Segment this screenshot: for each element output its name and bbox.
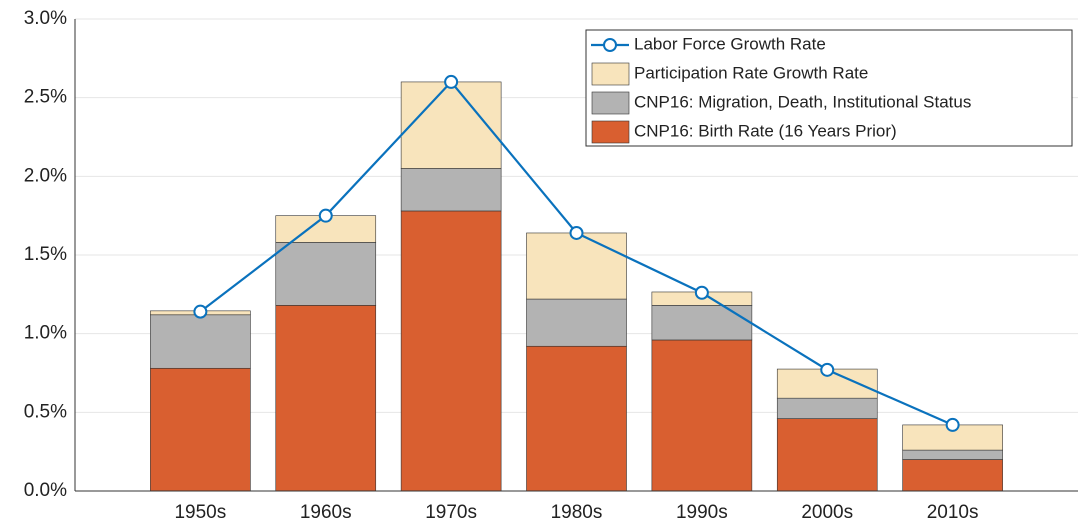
legend-label: CNP16: Birth Rate (16 Years Prior) (634, 121, 897, 140)
line-marker (444, 74, 459, 89)
bar-segment (150, 314, 251, 369)
line-marker (694, 285, 709, 300)
bar-segment (400, 210, 502, 492)
bar-segment (776, 418, 878, 492)
bar-segment (902, 424, 1003, 451)
bar-segment (526, 345, 627, 492)
bar-segment (776, 397, 878, 419)
line-marker (318, 208, 333, 223)
bar-segment (400, 81, 502, 169)
legend-swatch (591, 62, 630, 86)
line-marker (820, 362, 835, 377)
y-tick-label: 1.0% (24, 323, 67, 344)
line-marker (193, 304, 208, 319)
bar-segment (902, 449, 1003, 460)
legend-label: CNP16: Migration, Death, Institutional S… (634, 92, 971, 111)
bar-segment (275, 242, 377, 306)
y-tick-label: 3.0% (24, 8, 67, 29)
x-tick-label: 1990s (676, 502, 728, 523)
y-tick-label: 2.5% (24, 87, 67, 108)
x-tick-label: 1960s (300, 502, 352, 523)
legend-swatch (591, 120, 630, 144)
legend-marker (603, 38, 617, 52)
x-tick-label: 1950s (174, 502, 226, 523)
x-tick-label: 2000s (801, 502, 853, 523)
y-tick-label: 0.5% (24, 401, 67, 422)
y-tick-label: 0.0% (24, 480, 67, 501)
line-marker (945, 417, 960, 432)
y-tick-label: 2.0% (24, 165, 67, 186)
bar-segment (400, 168, 502, 212)
bar-segment (150, 367, 251, 492)
x-tick-label: 1970s (425, 502, 477, 523)
x-tick-label: 2010s (927, 502, 979, 523)
x-tick-label: 1980s (551, 502, 603, 523)
bar-segment (902, 459, 1003, 492)
y-tick-label: 1.5% (24, 244, 67, 265)
legend-box (585, 29, 1073, 147)
legend-label: Labor Force Growth Rate (634, 34, 826, 53)
bar-segment (275, 305, 377, 492)
bar-segment (651, 339, 753, 492)
legend-swatch (591, 91, 630, 115)
bar-segment (651, 305, 753, 341)
bar-segment (526, 298, 627, 347)
bar-segment (526, 232, 627, 300)
legend-label: Participation Rate Growth Rate (634, 63, 868, 82)
line-marker (569, 225, 584, 240)
